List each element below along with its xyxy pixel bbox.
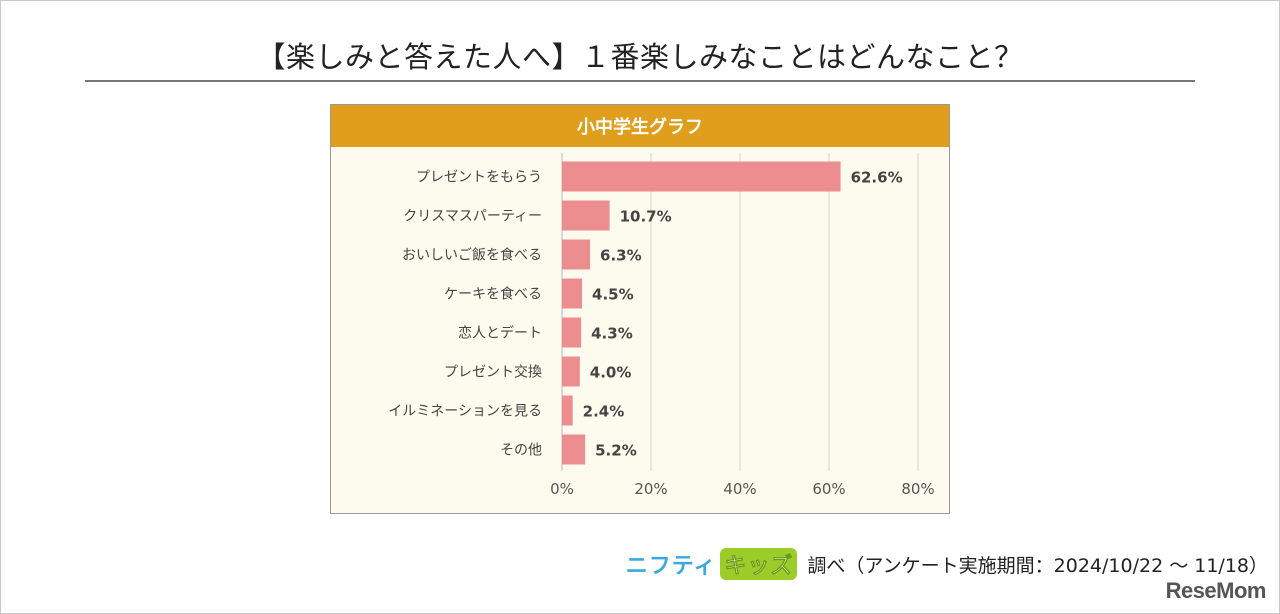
bar-chart: 0% 20% 40% 60% 80% プレゼントをもらう 62.6% クリスマスパーティー 10… (388, 153, 935, 498)
bar (562, 200, 610, 231)
bar (562, 278, 583, 309)
chart-panel: 小中学生グラフ 0% 20% 40% 60% 80% プレゼントをもらう 62.6% クリスマ… (330, 104, 950, 514)
category-label: プレゼント交換 (444, 364, 542, 381)
category-label: 恋人とデート (458, 325, 542, 342)
bar (562, 317, 582, 348)
x-tick-label: 40% (723, 480, 756, 498)
title-divider (85, 80, 1195, 82)
data-label: 10.7% (620, 208, 672, 226)
x-tick-label: 60% (812, 480, 845, 498)
data-label: 6.3% (600, 247, 642, 265)
x-tick-label: 80% (901, 480, 934, 498)
category-label: その他 (500, 443, 542, 459)
category-label: おいしいご飯を食べる (402, 247, 542, 264)
chart-title: 【楽しみと答えた人へ】１番楽しみなことはどんなこと？ (256, 40, 1024, 74)
bar (562, 356, 580, 387)
data-label: 4.3% (591, 325, 633, 343)
category-label: イルミネーションを見る (388, 404, 542, 420)
bar (562, 434, 586, 465)
source-note: 調べ（アンケート実施期間：2024/10/22 ～ 11/18） (807, 554, 1268, 577)
chart-subtitle: 小中学生グラフ (331, 105, 949, 147)
data-label: 5.2% (595, 442, 637, 460)
bar (562, 239, 591, 270)
category-label: ケーキを食べる (444, 286, 542, 303)
data-label: 4.0% (590, 364, 632, 382)
x-tick-label: 0% (550, 480, 574, 498)
bar (562, 161, 841, 192)
data-label: 4.5% (592, 286, 634, 304)
data-label: 62.6% (851, 169, 903, 187)
publisher-logo: ReseMom (1165, 578, 1267, 603)
brand-name-part2: キッズ (720, 548, 798, 580)
category-label: クリスマスパーティー (403, 209, 542, 225)
data-label: 2.4% (583, 403, 625, 421)
source-footer: ニフティ キッズ 調べ（アンケート実施期間：2024/10/22 ～ 11/18… (626, 548, 1268, 580)
bar (562, 395, 573, 426)
brand-name-part1: ニフティ (625, 554, 717, 579)
x-tick-label: 20% (634, 480, 667, 498)
category-label: プレゼントをもらう (416, 170, 542, 186)
